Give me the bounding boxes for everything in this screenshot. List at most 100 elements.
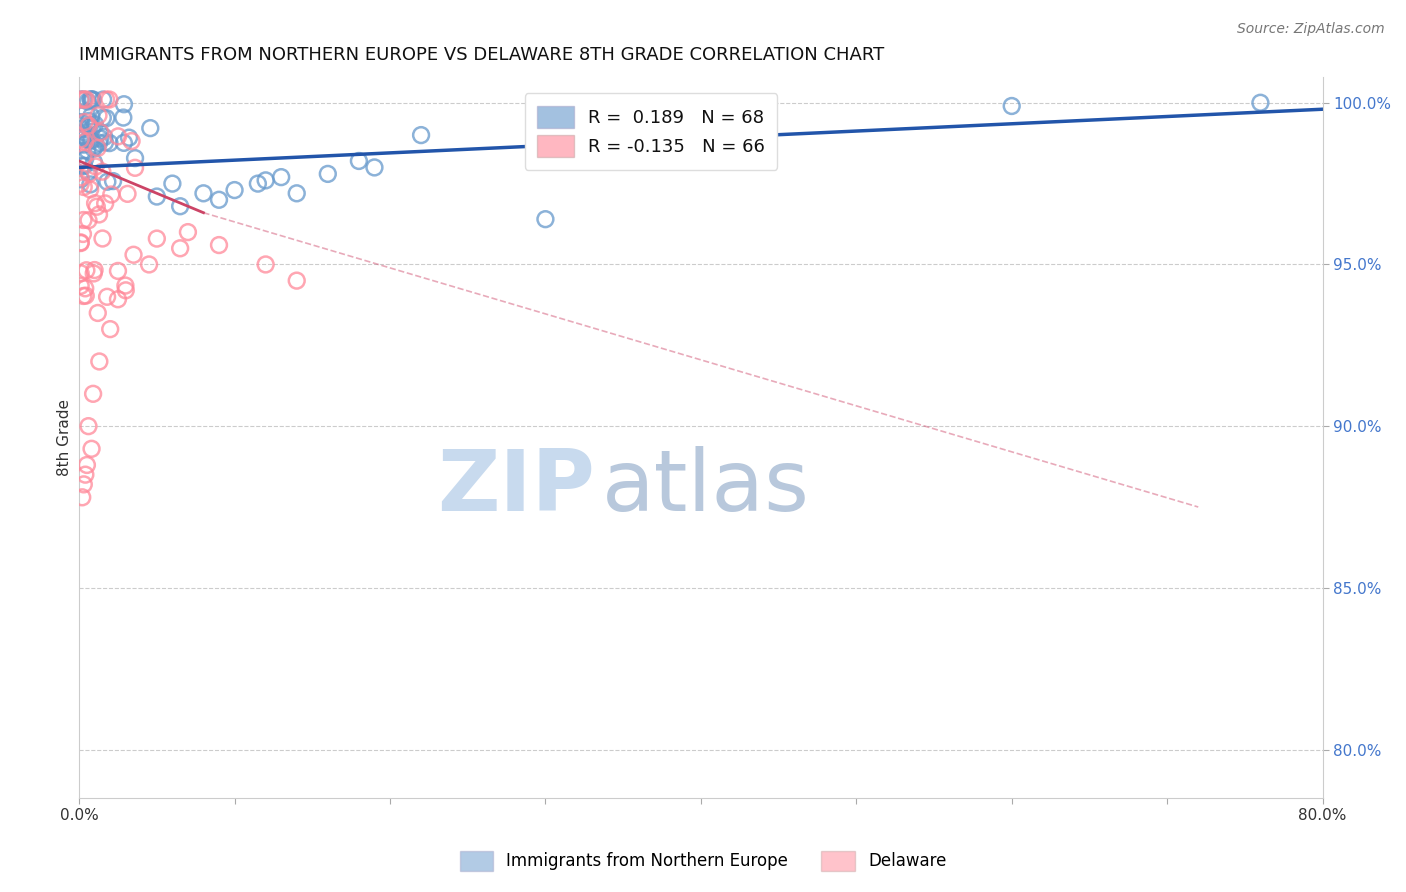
Point: [70, 491, 93, 505]
Point: [69, 235, 91, 250]
Point: [208, 238, 231, 252]
Point: [96, 175, 118, 189]
Point: [73, 126, 96, 140]
Point: [76, 144, 98, 158]
Point: [75, 288, 97, 302]
Point: [69, 122, 91, 136]
Point: [79, 167, 101, 181]
Point: [117, 186, 139, 201]
Point: [75, 152, 97, 166]
Point: [79, 133, 101, 147]
Point: [72, 128, 94, 143]
Point: [77, 419, 100, 434]
Text: Source: ZipAtlas.com: Source: ZipAtlas.com: [1237, 22, 1385, 37]
Point: [77, 114, 100, 128]
Point: [87, 136, 110, 150]
Text: atlas: atlas: [602, 447, 810, 530]
Point: [72, 213, 94, 227]
Point: [169, 241, 191, 255]
Point: [73, 93, 96, 107]
Point: [89, 131, 111, 145]
Point: [1249, 95, 1271, 110]
Point: [114, 278, 136, 293]
Point: [76, 133, 98, 147]
Point: [80, 93, 103, 107]
Text: IMMIGRANTS FROM NORTHERN EUROPE VS DELAWARE 8TH GRADE CORRELATION CHART: IMMIGRANTS FROM NORTHERN EUROPE VS DELAW…: [79, 46, 884, 64]
Point: [121, 134, 143, 148]
Point: [75, 130, 97, 145]
Point: [363, 161, 385, 175]
Point: [246, 177, 269, 191]
Point: [124, 161, 146, 175]
Point: [75, 105, 97, 120]
Point: [91, 111, 114, 125]
Point: [82, 93, 104, 107]
Point: [72, 93, 94, 107]
Point: [91, 164, 114, 178]
Point: [146, 231, 169, 245]
Point: [96, 290, 118, 304]
Point: [76, 458, 98, 472]
Point: [162, 177, 184, 191]
Legend: R =  0.189   N = 68, R = -0.135   N = 66: R = 0.189 N = 68, R = -0.135 N = 66: [524, 93, 778, 169]
Point: [77, 165, 100, 179]
Point: [94, 93, 117, 107]
Point: [285, 186, 308, 201]
Point: [89, 354, 111, 368]
Point: [84, 138, 107, 153]
Point: [316, 167, 339, 181]
Point: [73, 477, 96, 491]
Point: [83, 267, 105, 281]
Point: [69, 177, 91, 191]
Point: [72, 137, 94, 152]
Point: [86, 141, 108, 155]
Point: [285, 274, 308, 288]
Point: [76, 95, 98, 109]
Point: [112, 97, 135, 112]
Point: [69, 278, 91, 293]
Point: [73, 115, 96, 129]
Point: [72, 227, 94, 241]
Point: [139, 121, 162, 136]
Point: [146, 189, 169, 203]
Point: [87, 306, 110, 320]
Point: [208, 193, 231, 207]
Point: [82, 93, 104, 107]
Point: [83, 155, 105, 169]
Point: [70, 159, 93, 173]
Text: ZIP: ZIP: [437, 447, 595, 530]
Point: [75, 135, 97, 149]
Point: [69, 115, 91, 129]
Point: [107, 264, 129, 278]
Point: [96, 111, 118, 125]
Point: [69, 266, 91, 280]
Point: [77, 119, 100, 133]
Point: [107, 129, 129, 144]
Legend: Immigrants from Northern Europe, Delaware: Immigrants from Northern Europe, Delawar…: [451, 842, 955, 880]
Point: [84, 117, 107, 131]
Point: [254, 257, 277, 271]
Point: [69, 235, 91, 250]
Point: [98, 93, 121, 107]
Point: [347, 153, 370, 168]
Point: [79, 182, 101, 196]
Point: [98, 136, 121, 150]
Point: [89, 125, 111, 139]
Point: [77, 213, 100, 227]
Point: [69, 93, 91, 107]
Point: [84, 160, 107, 174]
Point: [91, 93, 114, 107]
Point: [75, 93, 97, 107]
Point: [73, 159, 96, 173]
Point: [72, 289, 94, 303]
Y-axis label: 8th Grade: 8th Grade: [58, 399, 72, 476]
Point: [138, 257, 160, 271]
Point: [114, 283, 136, 297]
Point: [83, 263, 105, 277]
Point: [118, 130, 141, 145]
Point: [86, 200, 108, 214]
Point: [169, 199, 191, 213]
Point: [80, 442, 103, 456]
Point: [112, 136, 135, 150]
Point: [76, 120, 98, 134]
